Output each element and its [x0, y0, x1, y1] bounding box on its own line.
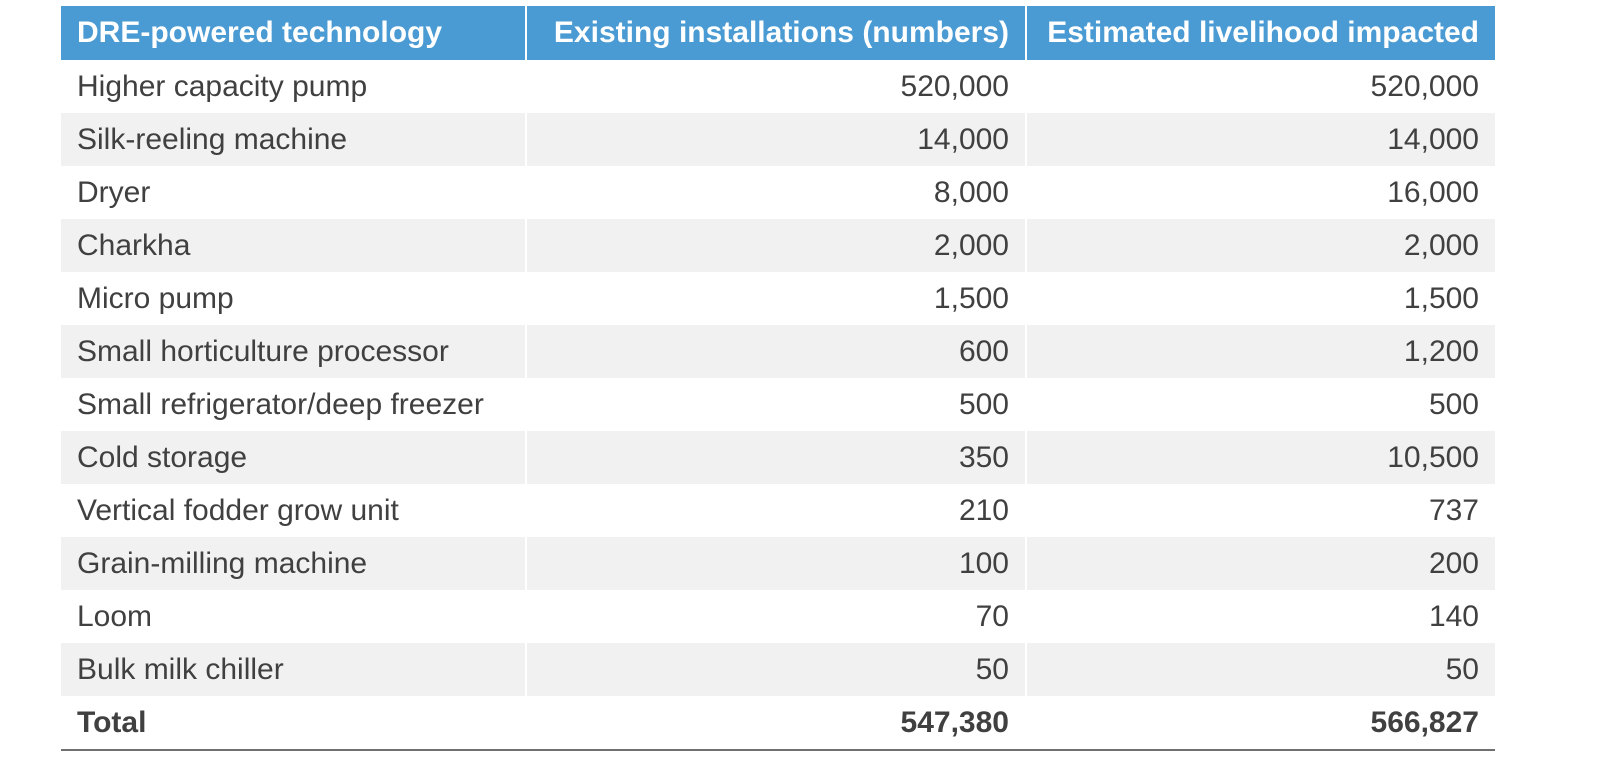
livelihood-cell: 1,200	[1025, 325, 1495, 378]
technology-cell: Small horticulture processor	[61, 325, 526, 378]
header-row: DRE-powered technology Existing installa…	[61, 6, 1495, 60]
livelihood-cell: 10,500	[1025, 431, 1495, 484]
livelihood-cell: 737	[1025, 484, 1495, 537]
installations-cell: 8,000	[525, 166, 1026, 219]
installations-cell: 210	[525, 484, 1026, 537]
header-technology: DRE-powered technology	[61, 6, 526, 60]
technology-cell: Grain-milling machine	[61, 537, 526, 590]
total-label: Total	[61, 696, 526, 751]
livelihood-cell: 1,500	[1025, 272, 1495, 325]
livelihood-cell: 520,000	[1025, 60, 1495, 113]
table-body: Higher capacity pump 520,000 520,000 Sil…	[61, 60, 1495, 751]
technology-cell: Higher capacity pump	[61, 60, 526, 113]
livelihood-cell: 500	[1025, 378, 1495, 431]
installations-cell: 500	[525, 378, 1026, 431]
table-row: Higher capacity pump 520,000 520,000	[61, 60, 1495, 113]
table-row: Cold storage 350 10,500	[61, 431, 1495, 484]
header-existing-installations: Existing installations (numbers)	[525, 6, 1026, 60]
technology-cell: Bulk milk chiller	[61, 643, 526, 696]
installations-cell: 100	[525, 537, 1026, 590]
technology-cell: Loom	[61, 590, 526, 643]
technology-cell: Vertical fodder grow unit	[61, 484, 526, 537]
technology-cell: Charkha	[61, 219, 526, 272]
installations-cell: 1,500	[525, 272, 1026, 325]
total-installations: 547,380	[525, 696, 1026, 751]
table-row: Micro pump 1,500 1,500	[61, 272, 1495, 325]
livelihood-cell: 140	[1025, 590, 1495, 643]
livelihood-cell: 50	[1025, 643, 1495, 696]
data-table-container: DRE-powered technology Existing installa…	[61, 6, 1495, 751]
dre-technology-table: DRE-powered technology Existing installa…	[61, 6, 1495, 751]
table-row: Dryer 8,000 16,000	[61, 166, 1495, 219]
technology-cell: Small refrigerator/deep freezer	[61, 378, 526, 431]
livelihood-cell: 2,000	[1025, 219, 1495, 272]
table-row: Silk-reeling machine 14,000 14,000	[61, 113, 1495, 166]
table-row: Vertical fodder grow unit 210 737	[61, 484, 1495, 537]
total-livelihood: 566,827	[1025, 696, 1495, 751]
table-row: Bulk milk chiller 50 50	[61, 643, 1495, 696]
table-row: Loom 70 140	[61, 590, 1495, 643]
livelihood-cell: 14,000	[1025, 113, 1495, 166]
livelihood-cell: 200	[1025, 537, 1495, 590]
installations-cell: 520,000	[525, 60, 1026, 113]
technology-cell: Dryer	[61, 166, 526, 219]
table-row: Small refrigerator/deep freezer 500 500	[61, 378, 1495, 431]
livelihood-cell: 16,000	[1025, 166, 1495, 219]
total-row: Total 547,380 566,827	[61, 696, 1495, 751]
table-row: Charkha 2,000 2,000	[61, 219, 1495, 272]
technology-cell: Micro pump	[61, 272, 526, 325]
installations-cell: 2,000	[525, 219, 1026, 272]
installations-cell: 70	[525, 590, 1026, 643]
installations-cell: 14,000	[525, 113, 1026, 166]
table-header: DRE-powered technology Existing installa…	[61, 6, 1495, 60]
technology-cell: Cold storage	[61, 431, 526, 484]
installations-cell: 350	[525, 431, 1026, 484]
technology-cell: Silk-reeling machine	[61, 113, 526, 166]
table-row: Small horticulture processor 600 1,200	[61, 325, 1495, 378]
table-row: Grain-milling machine 100 200	[61, 537, 1495, 590]
installations-cell: 50	[525, 643, 1026, 696]
installations-cell: 600	[525, 325, 1026, 378]
header-livelihood-impacted: Estimated livelihood impacted	[1025, 6, 1495, 60]
